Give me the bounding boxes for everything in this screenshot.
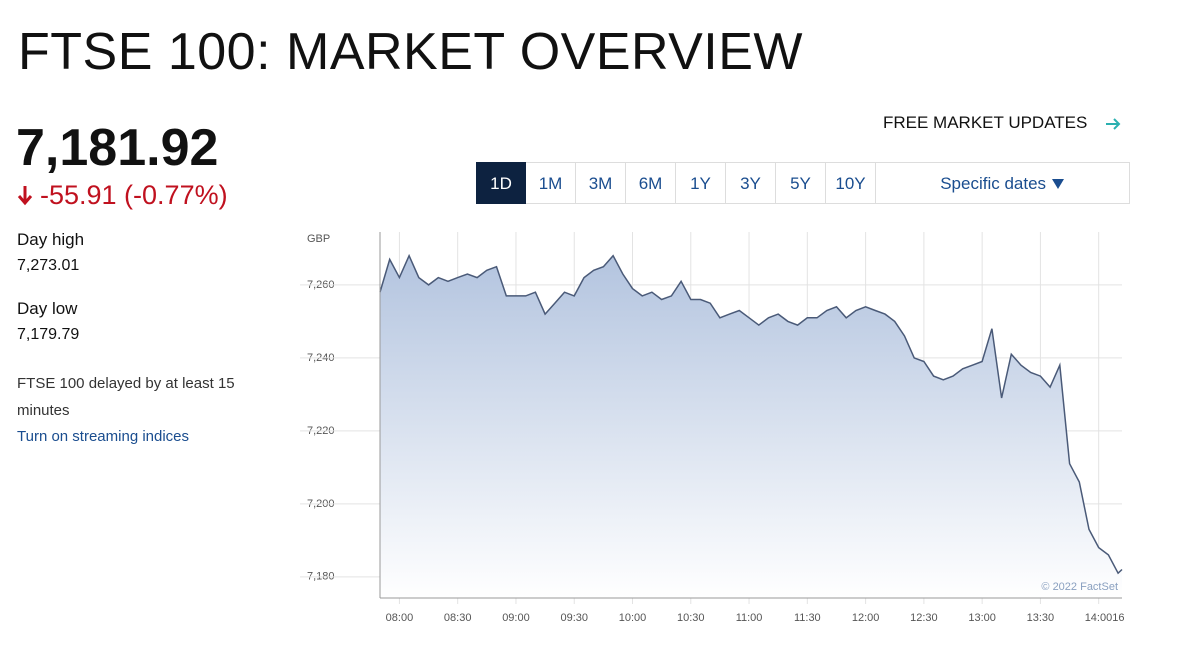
streaming-link[interactable]: Turn on streaming indices — [17, 428, 190, 445]
x-tick-label: 10:30 — [677, 612, 705, 624]
range-tab[interactable]: 10Y — [826, 162, 876, 204]
x-tick-label: 13:30 — [1027, 612, 1055, 624]
x-tick-label: 11:00 — [736, 612, 763, 624]
y-unit: GBP — [307, 233, 330, 245]
down-arrow-icon — [17, 186, 33, 206]
range-tab[interactable]: 3Y — [726, 162, 776, 204]
right-arrow-icon — [1106, 118, 1121, 130]
x-tick-label: 11:30 — [794, 612, 821, 624]
x-tick-label: 09:00 — [502, 612, 530, 624]
day-low: 7,179.79 — [17, 326, 80, 343]
area — [380, 255, 1122, 598]
range-tab[interactable]: 3M — [576, 162, 626, 204]
x-tick-label: 13:00 — [968, 612, 996, 624]
range-tab[interactable]: 5Y — [776, 162, 826, 204]
delay-note: FTSE 100 delayed by at least 15 minutes — [17, 375, 235, 419]
credit: © 2022 FactSet — [1041, 581, 1118, 593]
day-low-label: Day low — [17, 299, 78, 318]
page-title: FTSE 100: MARKET OVERVIEW — [18, 23, 804, 81]
x-tick-label: 14:0016 — [1085, 612, 1125, 624]
dropdown-icon — [1051, 179, 1064, 189]
specific-dates-label: Specific dates — [940, 174, 1047, 193]
x-tick-label: 12:00 — [852, 612, 880, 624]
x-tick-label: 10:00 — [619, 612, 647, 624]
price-line — [379, 253, 1123, 575]
day-high-label: Day high — [17, 230, 85, 249]
range-tab[interactable]: 1M — [526, 162, 576, 204]
updates-link[interactable]: FREE MARKET UPDATES — [883, 113, 1088, 132]
range-tab[interactable]: 1D — [476, 162, 526, 204]
range-tab[interactable]: 6M — [626, 162, 676, 204]
price: 7,181.92 — [16, 119, 219, 177]
day-high: 7,273.01 — [17, 257, 80, 274]
x-tick-label: 08:30 — [444, 612, 472, 624]
x-tick-label: 09:30 — [560, 612, 588, 624]
x-tick-label: 12:30 — [910, 612, 938, 624]
range-tab[interactable]: 1Y — [676, 162, 726, 204]
x-tick-label: 08:00 — [386, 612, 414, 624]
specific-dates[interactable]: Specific dates — [876, 162, 1130, 204]
price-change: -55.91 (-0.77%) — [40, 180, 228, 210]
